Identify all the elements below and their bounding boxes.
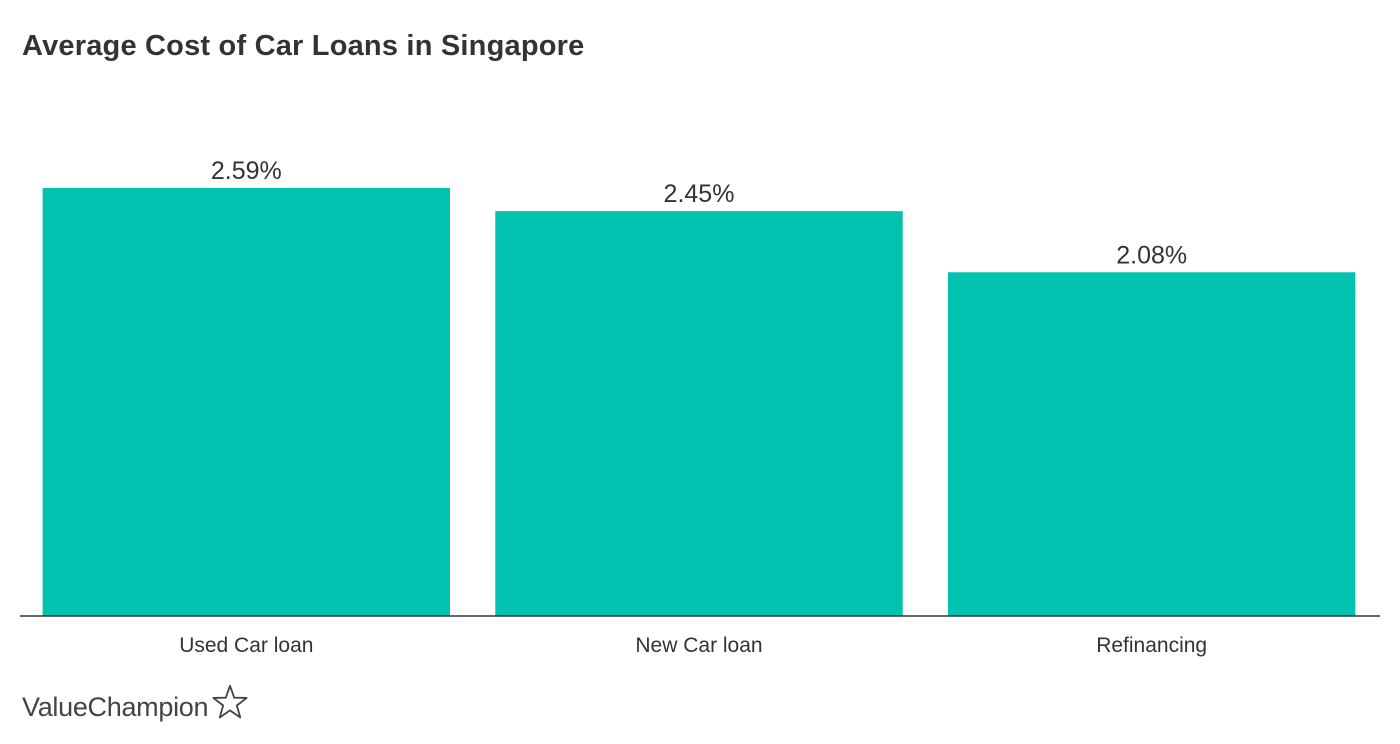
brand-logo: ValueChampion — [22, 684, 248, 722]
bar-1 — [42, 188, 451, 616]
bar-2 — [495, 211, 903, 616]
category-labels-group: Used Car loan New Car loan Refinancing — [179, 634, 1207, 657]
value-labels-group: 2.59% 2.45% 2.08% — [211, 157, 1187, 269]
value-label-3: 2.08% — [1116, 241, 1187, 269]
category-label-1: Used Car loan — [179, 634, 313, 657]
value-label-1: 2.59% — [211, 157, 282, 185]
value-label-2: 2.45% — [664, 180, 735, 208]
bars-group — [42, 188, 1356, 616]
category-label-2: New Car loan — [635, 634, 762, 657]
bar-3 — [947, 272, 1356, 616]
category-label-3: Refinancing — [1096, 634, 1207, 657]
star-outline-icon — [212, 684, 248, 719]
brand-name: ValueChampion — [22, 692, 209, 722]
chart-title: Average Cost of Car Loans in Singapore — [22, 30, 585, 62]
